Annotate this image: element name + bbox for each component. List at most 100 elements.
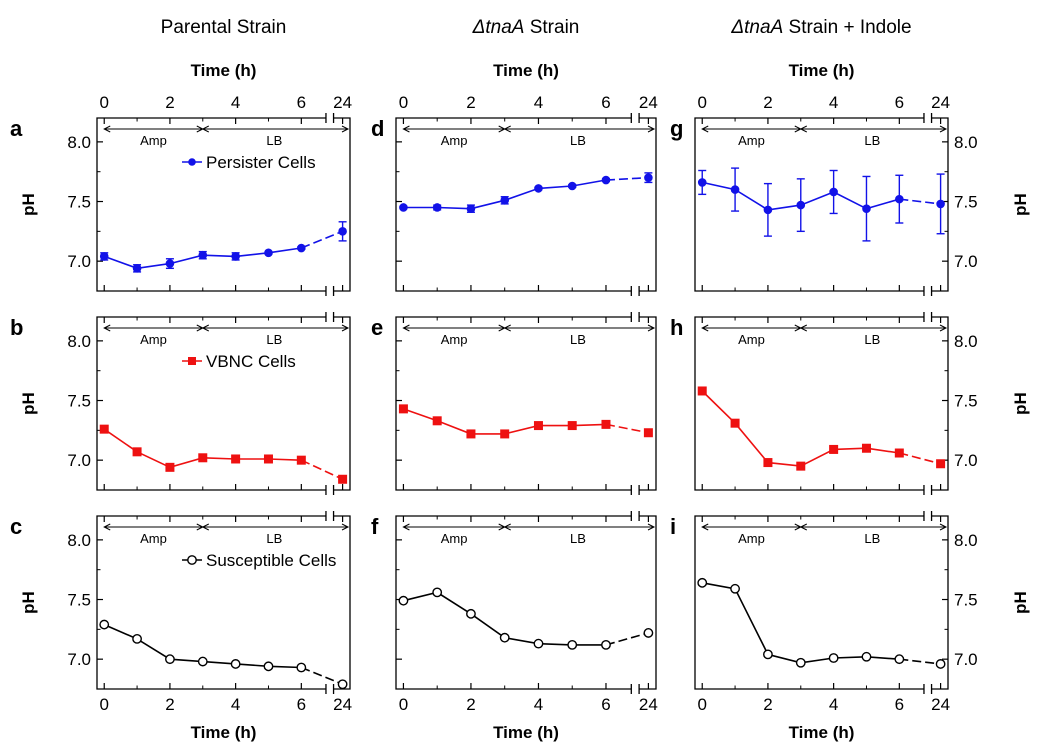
- legend-label-2: Susceptible Cells: [206, 551, 336, 570]
- y-tick-label: 8.0: [67, 531, 91, 550]
- data-point: [567, 181, 577, 191]
- x-tick-label-bottom: 6: [895, 695, 904, 714]
- axis-frame-left: [96, 515, 326, 690]
- time-label-top-2: Time (h): [789, 61, 855, 80]
- axis-frame-right: [333, 316, 351, 491]
- amp-arrow-head-left: [701, 523, 709, 531]
- y-tick-label: 7.5: [67, 392, 91, 411]
- lb-arrow-head-right: [939, 324, 948, 332]
- phase-label-amp: Amp: [140, 133, 167, 148]
- y-tick-label: 7.5: [954, 591, 978, 610]
- series-line-i: [702, 582, 900, 664]
- data-point: [296, 662, 307, 673]
- x-tick-label-top: 0: [99, 93, 108, 112]
- x-tick-label-top: 6: [601, 93, 610, 112]
- x-tick-label-top: 0: [697, 93, 706, 112]
- data-point: [643, 628, 654, 638]
- ph-label-left: pH: [19, 591, 38, 614]
- y-tick-label: 7.0: [954, 252, 978, 271]
- x-tick-label-bottom: 6: [297, 695, 306, 714]
- axis-frame-right: [333, 515, 351, 690]
- lb-arrow-head-left: [201, 324, 210, 332]
- data-point: [730, 185, 740, 194]
- data-point: [936, 199, 945, 209]
- y-tick-label: 8.0: [954, 332, 978, 351]
- data-point: [432, 587, 443, 598]
- data-point: [231, 252, 240, 261]
- data-point: [338, 474, 348, 484]
- x-tick-label-bottom: 4: [829, 695, 838, 714]
- data-point: [432, 416, 442, 426]
- panel-letter-a: a: [10, 116, 23, 141]
- data-point: [466, 429, 476, 439]
- column-title-italic: ΔtnaA: [730, 17, 783, 38]
- data-point: [829, 444, 839, 454]
- phase-label-amp: Amp: [140, 531, 167, 546]
- axis-frame-left: [694, 117, 924, 292]
- data-point: [936, 459, 946, 469]
- data-point: [533, 421, 543, 431]
- data-point: [198, 453, 208, 463]
- x-tick-label-top: 6: [297, 93, 306, 112]
- data-point: [895, 194, 904, 204]
- data-point: [197, 656, 208, 667]
- data-point: [165, 462, 175, 472]
- x-tick-label-bottom: 0: [697, 695, 706, 714]
- phase-label-amp: Amp: [738, 133, 765, 148]
- phase-label-lb: LB: [570, 133, 586, 148]
- ph-label-right: pH: [1011, 591, 1030, 614]
- data-point: [230, 659, 241, 669]
- x-tick-label-top: 2: [763, 93, 772, 112]
- amp-arrow-head-left: [103, 125, 111, 133]
- panel-d: 0 2 4 6 24d Amp LB: [371, 93, 658, 296]
- data-point: [644, 173, 653, 182]
- lb-arrow-head-left: [201, 125, 210, 133]
- x-tick-label-bottom: 0: [99, 695, 108, 714]
- lb-arrow-head-right: [647, 125, 656, 133]
- lb-arrow-head-right: [939, 125, 948, 133]
- data-point: [796, 200, 806, 210]
- data-point: [533, 638, 544, 649]
- data-point: [567, 421, 577, 431]
- data-point: [730, 583, 740, 594]
- x-tick-label-top: 4: [534, 93, 543, 112]
- y-tick-label: 7.5: [954, 193, 978, 212]
- x-tick-label-bottom: 24: [639, 695, 658, 714]
- ph-label-left: pH: [19, 392, 38, 415]
- series-line-break-e: [605, 423, 649, 434]
- data-point: [861, 443, 871, 453]
- y-tick-label: 8.0: [67, 133, 91, 152]
- data-point: [796, 461, 806, 471]
- x-tick-label-top: 0: [399, 93, 408, 112]
- ph-label-right: pH: [1011, 392, 1030, 415]
- data-point: [894, 654, 905, 665]
- x-tick-label-bottom: 0: [399, 695, 408, 714]
- data-point: [263, 661, 274, 672]
- x-tick-label-bottom: 2: [466, 695, 475, 714]
- data-point: [500, 196, 510, 205]
- y-tick-label: 7.0: [954, 650, 978, 669]
- phase-label-amp: Amp: [441, 332, 468, 347]
- data-point: [165, 259, 175, 268]
- data-point: [601, 639, 611, 650]
- phase-label-lb: LB: [266, 332, 282, 347]
- axis-frame-left: [395, 316, 632, 491]
- lb-arrow-head-right: [647, 324, 656, 332]
- data-point: [795, 657, 806, 668]
- data-point: [828, 653, 839, 663]
- data-point: [132, 633, 142, 644]
- legend-marker: [187, 555, 197, 565]
- phase-label-lb: LB: [266, 531, 282, 546]
- x-tick-label-bottom: 2: [763, 695, 772, 714]
- lb-arrow-head-left: [201, 523, 210, 531]
- data-point: [432, 203, 442, 212]
- y-tick-label: 7.0: [67, 451, 91, 470]
- phase-label-lb: LB: [266, 133, 282, 148]
- axis-frame-left: [96, 117, 326, 292]
- y-tick-label: 7.0: [67, 252, 91, 271]
- series-line-h: [701, 390, 900, 467]
- lb-arrow-head-left: [799, 125, 808, 133]
- data-point: [601, 419, 611, 429]
- panel-letter-d: d: [371, 116, 384, 141]
- data-point: [601, 175, 611, 185]
